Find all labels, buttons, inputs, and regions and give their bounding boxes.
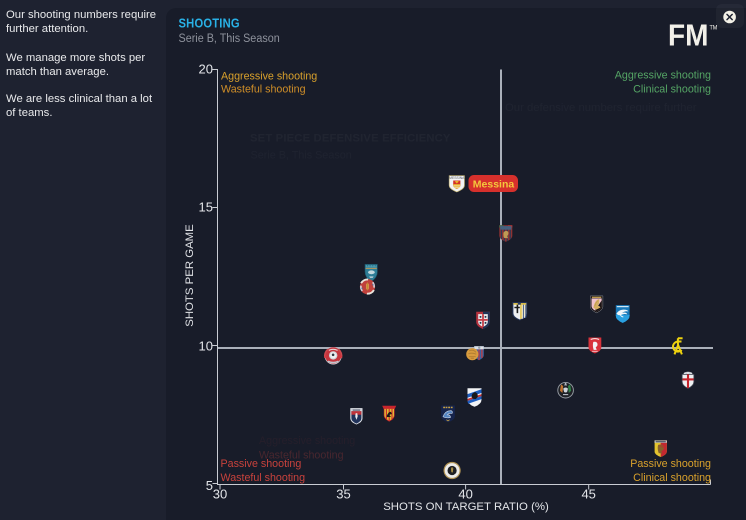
svg-text:Clinical shooting: Clinical shooting [633, 83, 711, 95]
svg-text:Our defensive numbers require: Our defensive numbers require further [505, 102, 697, 114]
svg-text:Messina: Messina [473, 178, 515, 190]
svg-text:20: 20 [199, 62, 213, 77]
svg-text:Wasteful shooting: Wasteful shooting [259, 450, 344, 462]
svg-text:Aggressive shooting: Aggressive shooting [615, 70, 711, 82]
svg-text:Wasteful shooting: Wasteful shooting [221, 84, 306, 96]
svg-text:Aggressive shooting: Aggressive shooting [221, 70, 317, 82]
svg-text:Serie B, This Season: Serie B, This Season [251, 150, 352, 162]
svg-text:30: 30 [213, 487, 227, 502]
svg-text:Aggressive shooting: Aggressive shooting [259, 435, 355, 447]
svg-text:10: 10 [199, 339, 213, 354]
svg-text:Clinical shooting: Clinical shooting [633, 472, 711, 484]
svg-text:Wasteful shooting: Wasteful shooting [221, 472, 306, 484]
svg-text:45: 45 [581, 487, 595, 502]
svg-text:SHOTS ON TARGET RATIO (%): SHOTS ON TARGET RATIO (%) [383, 501, 549, 513]
svg-text:SHOTS PER GAME: SHOTS PER GAME [184, 224, 196, 327]
svg-text:40: 40 [458, 487, 472, 502]
svg-text:5: 5 [206, 478, 213, 493]
svg-text:35: 35 [336, 487, 350, 502]
svg-text:SET PIECE DEFENSIVE EFFICIENCY: SET PIECE DEFENSIVE EFFICIENCY [250, 133, 451, 145]
svg-text:Passive shooting: Passive shooting [221, 458, 302, 470]
svg-text:MESSINA: MESSINA [449, 176, 465, 180]
svg-text:15: 15 [199, 200, 213, 215]
svg-text:Passive shooting: Passive shooting [630, 458, 711, 470]
